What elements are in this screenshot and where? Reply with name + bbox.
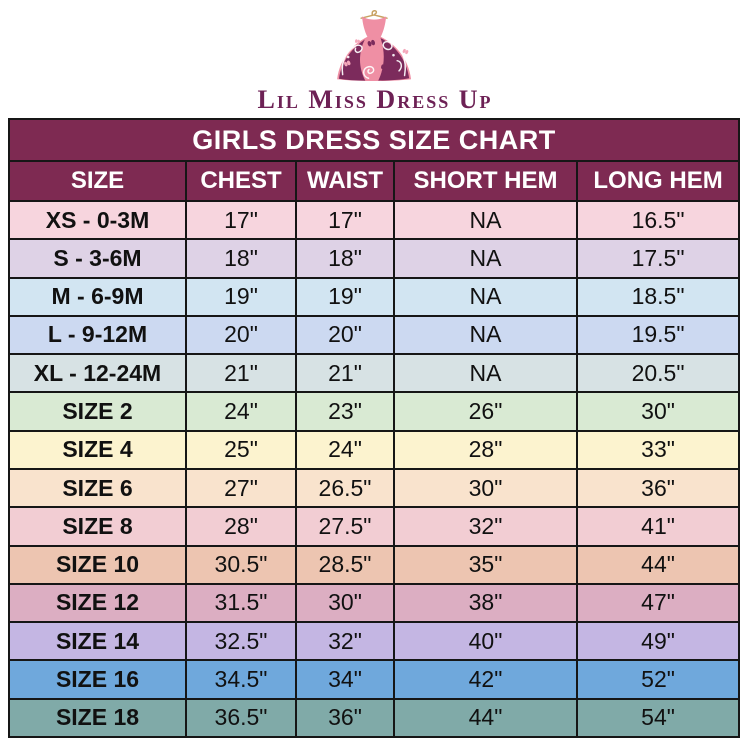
waist-cell: 30" (295, 582, 395, 624)
short-hem-cell: 38" (393, 582, 578, 624)
table-row: SIZE 2 24" 23" 26" 30" (8, 391, 741, 432)
size-cell: S - 3-6M (8, 238, 187, 279)
chest-cell: 30.5" (185, 544, 297, 585)
size-cell: L - 9-12M (8, 314, 187, 356)
short-hem-cell: 44" (393, 697, 578, 739)
waist-cell: 24" (295, 429, 395, 470)
table-row: M - 6-9M 19" 19" NA 18.5" (8, 276, 741, 317)
header-cell-size: SIZE (8, 160, 187, 202)
waist-cell: 27.5" (295, 506, 395, 547)
size-chart-table: GIRLS DRESS SIZE CHART SIZE CHEST WAIST … (7, 118, 741, 739)
column-header-row: SIZE CHEST WAIST SHORT HEM LONG HEM (8, 160, 741, 202)
long-hem-cell: 52" (575, 659, 741, 700)
logo-section: Lil Miss Dress Up (0, 0, 750, 113)
header-cell-short-hem: SHORT HEM (393, 160, 578, 202)
size-cell: SIZE 12 (8, 582, 187, 624)
table-row: SIZE 10 30.5" 28.5" 35" 44" (8, 544, 741, 585)
table-row: XS - 0-3M 17" 17" NA 16.5" (8, 199, 741, 241)
chest-cell: 31.5" (185, 582, 297, 624)
waist-cell: 28.5" (295, 544, 395, 585)
chest-cell: 27" (185, 467, 297, 509)
short-hem-cell: NA (393, 353, 578, 394)
chart-title-row: GIRLS DRESS SIZE CHART (7, 118, 741, 162)
size-cell: SIZE 6 (8, 467, 187, 509)
long-hem-cell: 18.5" (575, 276, 741, 317)
short-hem-cell: 30" (393, 467, 578, 509)
long-hem-cell: 17.5" (575, 238, 741, 279)
waist-cell: 34" (295, 659, 395, 700)
long-hem-cell: 49" (575, 621, 741, 662)
table-row: L - 9-12M 20" 20" NA 19.5" (8, 314, 741, 356)
long-hem-cell: 41" (575, 506, 741, 547)
size-cell: SIZE 18 (8, 697, 187, 739)
chest-cell: 18" (185, 238, 297, 279)
short-hem-cell: NA (393, 199, 578, 241)
chest-cell: 20" (185, 314, 297, 356)
table-row: S - 3-6M 18" 18" NA 17.5" (8, 238, 741, 279)
size-cell: XL - 12-24M (8, 353, 187, 394)
waist-cell: 26.5" (295, 467, 395, 509)
chest-cell: 21" (185, 353, 297, 394)
header-cell-chest: CHEST (185, 160, 297, 202)
header-cell-waist: WAIST (295, 160, 395, 202)
dress-logo-icon (337, 9, 412, 82)
short-hem-cell: 26" (393, 391, 578, 432)
table-row: XL - 12-24M 21" 21" NA 20.5" (8, 353, 741, 394)
size-cell: M - 6-9M (8, 276, 187, 317)
chest-cell: 34.5" (185, 659, 297, 700)
chest-cell: 25" (185, 429, 297, 470)
waist-cell: 36" (295, 697, 395, 739)
header-cell-long-hem: LONG HEM (575, 160, 741, 202)
long-hem-cell: 19.5" (575, 314, 741, 356)
long-hem-cell: 33" (575, 429, 741, 470)
table-row: SIZE 6 27" 26.5" 30" 36" (8, 467, 741, 509)
short-hem-cell: 42" (393, 659, 578, 700)
chest-cell: 24" (185, 391, 297, 432)
size-cell: SIZE 8 (8, 506, 187, 547)
short-hem-cell: 32" (393, 506, 578, 547)
chest-cell: 28" (185, 506, 297, 547)
waist-cell: 18" (295, 238, 395, 279)
size-cell: SIZE 16 (8, 659, 187, 700)
long-hem-cell: 44" (575, 544, 741, 585)
chest-cell: 32.5" (185, 621, 297, 662)
waist-cell: 23" (295, 391, 395, 432)
long-hem-cell: 16.5" (575, 199, 741, 241)
waist-cell: 32" (295, 621, 395, 662)
size-cell: XS - 0-3M (8, 199, 187, 241)
size-cell: SIZE 2 (8, 391, 187, 432)
waist-cell: 21" (295, 353, 395, 394)
table-row: SIZE 4 25" 24" 28" 33" (8, 429, 741, 470)
size-cell: SIZE 10 (8, 544, 187, 585)
brand-name: Lil Miss Dress Up (257, 85, 493, 114)
chest-cell: 36.5" (185, 697, 297, 739)
table-row: SIZE 14 32.5" 32" 40" 49" (8, 621, 741, 662)
short-hem-cell: NA (393, 314, 578, 356)
size-cell: SIZE 4 (8, 429, 187, 470)
short-hem-cell: 28" (393, 429, 578, 470)
waist-cell: 20" (295, 314, 395, 356)
waist-cell: 19" (295, 276, 395, 317)
long-hem-cell: 36" (575, 467, 741, 509)
table-row: SIZE 12 31.5" 30" 38" 47" (8, 582, 741, 624)
long-hem-cell: 30" (575, 391, 741, 432)
chart-title: GIRLS DRESS SIZE CHART (7, 118, 741, 162)
long-hem-cell: 54" (575, 697, 741, 739)
short-hem-cell: NA (393, 276, 578, 317)
table-row: SIZE 8 28" 27.5" 32" 41" (8, 506, 741, 547)
size-cell: SIZE 14 (8, 621, 187, 662)
short-hem-cell: NA (393, 238, 578, 279)
chest-cell: 19" (185, 276, 297, 317)
table-row: SIZE 16 34.5" 34" 42" 52" (8, 659, 741, 700)
short-hem-cell: 35" (393, 544, 578, 585)
long-hem-cell: 20.5" (575, 353, 741, 394)
short-hem-cell: 40" (393, 621, 578, 662)
long-hem-cell: 47" (575, 582, 741, 624)
chest-cell: 17" (185, 199, 297, 241)
waist-cell: 17" (295, 199, 395, 241)
table-row: SIZE 18 36.5" 36" 44" 54" (8, 697, 741, 739)
